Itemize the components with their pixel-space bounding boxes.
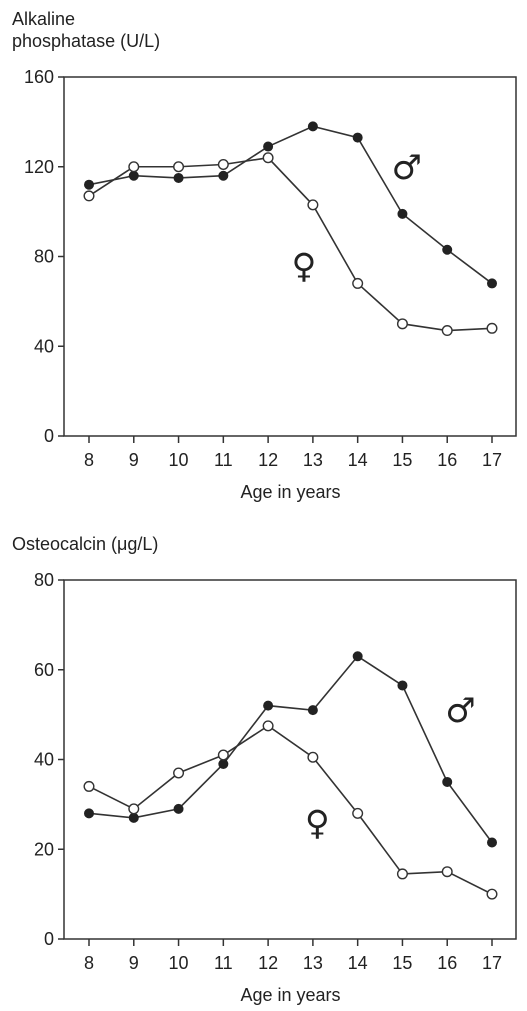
- alp-male-symbol: ♂: [392, 148, 422, 188]
- osteo-male-series-point: [173, 803, 184, 814]
- alp-male-series-point: [397, 208, 408, 219]
- osteo-male-series-point: [84, 808, 94, 819]
- alp-female-series-point: [173, 161, 185, 173]
- alp-female-series-point: [441, 325, 453, 337]
- alp-x-tick-label: 16: [437, 450, 457, 470]
- alp-x-tick-label: 17: [482, 450, 502, 470]
- alp-female-series-point: [83, 190, 95, 202]
- osteo-x-tick-label: 15: [392, 953, 412, 973]
- osteo-female-series-point: [173, 767, 185, 779]
- alp-male-series-point: [84, 179, 94, 190]
- osteo-male-series-point: [128, 812, 139, 823]
- osteo-female-series-point: [352, 807, 364, 819]
- osteocalcin-ylabel: Osteocalcin (μg/L): [12, 534, 159, 554]
- alp-x-axis-title: Age in years: [240, 482, 340, 502]
- alp-male-series-point: [352, 132, 363, 143]
- alp-x-tick-label: 8: [84, 450, 94, 470]
- osteo-male-symbol: ♂: [445, 691, 475, 731]
- osteo-female-series-line: [88, 724, 493, 895]
- alp-female-series-point: [262, 152, 274, 164]
- osteo-plot-frame: [63, 579, 517, 940]
- osteo-x-axis-title: Age in years: [240, 985, 340, 1005]
- alp-male-series-point: [307, 121, 318, 132]
- osteo-x-tick-label: 12: [258, 953, 278, 973]
- osteo-y-tick-label: 0: [44, 929, 54, 949]
- osteo-x-tick-label: 9: [129, 953, 139, 973]
- osteo-female-series-point: [396, 868, 408, 880]
- osteo-female-symbol: ♀: [305, 803, 330, 843]
- osteo-male-series-point: [487, 837, 497, 848]
- osteo-male-series-point: [397, 680, 408, 691]
- alp-male-series-point: [442, 244, 453, 255]
- osteo-y-tick-label: 20: [34, 839, 54, 859]
- osteo-x-tick-label: 11: [214, 953, 233, 973]
- alp-y-tick-label: 0: [44, 426, 54, 446]
- alp-x-tick-label: 13: [303, 450, 323, 470]
- alp-female-series-point: [396, 318, 408, 330]
- alp-female-series-point: [128, 161, 140, 173]
- osteo-female-series-point: [217, 749, 229, 761]
- alp-y-tick-label: 40: [34, 336, 54, 356]
- alp-female-series-point: [486, 322, 498, 334]
- alp-female-series-line: [88, 156, 493, 332]
- osteo-male-series-line: [88, 655, 493, 843]
- osteo-male-series-point: [263, 700, 274, 711]
- alp-male-series-point: [173, 172, 184, 183]
- alp-female-series-point: [217, 159, 229, 171]
- alp-x-tick-label: 12: [258, 450, 278, 470]
- osteo-male-series-point: [218, 758, 229, 769]
- osteo-female-series-point: [441, 866, 453, 878]
- alkaline-phosphatase-ylabel: Alkaline phosphatase (U/L): [12, 9, 161, 51]
- osteo-y-tick-label: 60: [34, 660, 54, 680]
- alp-y-tick-label: 120: [24, 157, 54, 177]
- osteo-x-tick-label: 14: [348, 953, 368, 973]
- alp-y-tick-label: 160: [24, 67, 54, 87]
- alp-y-tick-label: 80: [34, 247, 54, 267]
- alp-x-tick-label: 14: [348, 450, 368, 470]
- osteo-female-series-point: [307, 751, 319, 763]
- osteo-x-tick-label: 8: [84, 953, 94, 973]
- osteo-female-series-point: [486, 888, 498, 900]
- osteo-x-tick-label: 13: [303, 953, 323, 973]
- osteo-y-tick-label: 80: [34, 570, 54, 590]
- alp-female-symbol: ♀: [291, 246, 316, 286]
- osteo-female-series-point: [262, 720, 274, 732]
- osteo-female-series-point: [83, 780, 95, 792]
- alp-x-tick-label: 9: [129, 450, 139, 470]
- alp-female-series-point: [307, 199, 319, 211]
- osteo-x-tick-label: 10: [169, 953, 189, 973]
- alp-male-series-point: [263, 141, 274, 152]
- alp-male-series-point: [487, 278, 497, 289]
- alp-x-tick-label: 15: [392, 450, 412, 470]
- osteo-y-tick-label: 40: [34, 750, 54, 770]
- alp-x-tick-label: 10: [169, 450, 189, 470]
- alp-x-tick-label: 11: [214, 450, 233, 470]
- osteo-female-series-point: [128, 803, 140, 815]
- alp-female-series-point: [352, 277, 364, 289]
- osteo-male-series-point: [307, 705, 318, 716]
- alp-male-series-line: [88, 125, 493, 285]
- osteo-male-series-point: [352, 651, 363, 662]
- osteo-x-tick-label: 16: [437, 953, 457, 973]
- osteo-male-series-point: [442, 776, 453, 787]
- osteo-x-tick-label: 17: [482, 953, 502, 973]
- alkaline-phosphatase-chart: 0 40 80 120 160 8 9 10 11 12 13 14 15 16 17 Age in year…: [24, 67, 517, 502]
- alp-male-series-point: [218, 170, 229, 181]
